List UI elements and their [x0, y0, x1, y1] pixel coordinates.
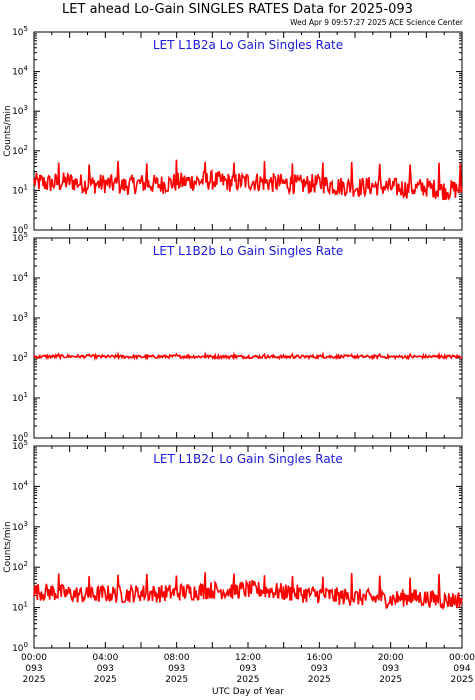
x-tick-label-doy: 093 [168, 664, 185, 674]
y-tick-label: 105 [12, 231, 28, 244]
plot-frame [33, 31, 463, 231]
series-line [33, 159, 463, 201]
x-tick-label-year: 2025 [379, 675, 402, 685]
x-tick-label-time: 04:00 [92, 653, 118, 663]
x-tick-label-time: 12:00 [235, 653, 261, 663]
x-tick-label-year: 2025 [451, 675, 474, 685]
x-tick-label-time: 08:00 [164, 653, 190, 663]
y-tick-label: 102 [12, 144, 28, 157]
x-tick-label-doy: 094 [453, 664, 470, 674]
x-tick-label-doy: 093 [239, 664, 256, 674]
y-tick-label: 101 [12, 601, 28, 614]
y-tick-label: 105 [12, 439, 28, 452]
series-line [33, 351, 463, 362]
panel-title: LET L1B2b Lo Gain Singles Rate [153, 244, 344, 258]
y-tick-label: 100 [12, 641, 28, 654]
generation-timestamp: Wed Apr 9 09:57:27 2025 ACE Science Cent… [290, 18, 463, 27]
x-tick-label-doy: 093 [25, 664, 42, 674]
y-tick-label: 103 [12, 311, 28, 324]
x-tick-label-doy: 093 [97, 664, 114, 674]
y-tick-label: 104 [12, 271, 28, 284]
x-tick-label-time: 20:00 [378, 653, 404, 663]
x-tick-label-year: 2025 [237, 675, 260, 685]
x-tick-label-year: 2025 [23, 675, 46, 685]
y-tick-label: 101 [12, 183, 28, 196]
y-tick-label: 104 [12, 479, 28, 492]
y-tick-label: 103 [12, 104, 28, 117]
panel-title: LET L1B2a Lo Gain Singles Rate [153, 38, 343, 52]
panel-title: LET L1B2c Lo Gain Singles Rate [153, 452, 343, 466]
y-tick-label: 101 [12, 391, 28, 404]
y-axis-title: Counts/min [3, 521, 13, 572]
y-axis-title: Counts/min [3, 105, 13, 156]
plot-frame [33, 445, 463, 649]
plot-frame [33, 237, 463, 439]
page-title: LET ahead Lo-Gain SINGLES RATES Data for… [62, 2, 413, 17]
x-axis-title: UTC Day of Year [212, 687, 284, 697]
x-tick-label-time: 16:00 [306, 653, 332, 663]
y-tick-label: 103 [12, 520, 28, 533]
y-tick-label: 104 [12, 65, 28, 78]
y-tick-label: 102 [12, 560, 28, 573]
x-tick-label-time: 00:00 [21, 653, 47, 663]
y-tick-label: 105 [12, 25, 28, 38]
x-tick-label-year: 2025 [308, 675, 331, 685]
x-tick-label-doy: 093 [382, 664, 399, 674]
x-tick-label-year: 2025 [165, 675, 188, 685]
x-tick-label-year: 2025 [94, 675, 117, 685]
x-tick-label-time: 00:00 [449, 653, 475, 663]
x-tick-label-doy: 093 [311, 664, 328, 674]
y-tick-label: 100 [12, 431, 28, 444]
y-tick-label: 100 [12, 223, 28, 236]
y-tick-label: 102 [12, 351, 28, 364]
series-line [33, 572, 463, 611]
